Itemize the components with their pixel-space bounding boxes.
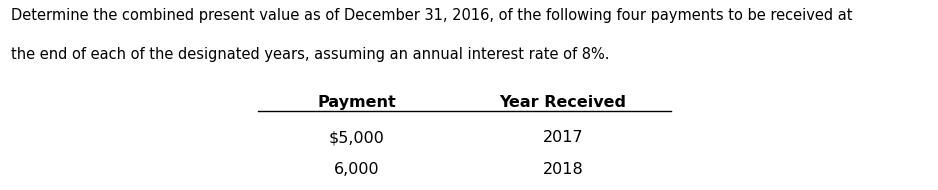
Text: Payment: Payment <box>317 95 396 110</box>
Text: 2018: 2018 <box>542 162 583 177</box>
Text: $5,000: $5,000 <box>328 130 385 145</box>
Text: Year Received: Year Received <box>499 95 627 110</box>
Text: 2017: 2017 <box>542 130 583 145</box>
Text: 6,000: 6,000 <box>334 162 379 177</box>
Text: Determine the combined present value as of December 31, 2016, of the following f: Determine the combined present value as … <box>11 8 853 23</box>
Text: the end of each of the designated years, assuming an annual interest rate of 8%.: the end of each of the designated years,… <box>11 48 610 63</box>
